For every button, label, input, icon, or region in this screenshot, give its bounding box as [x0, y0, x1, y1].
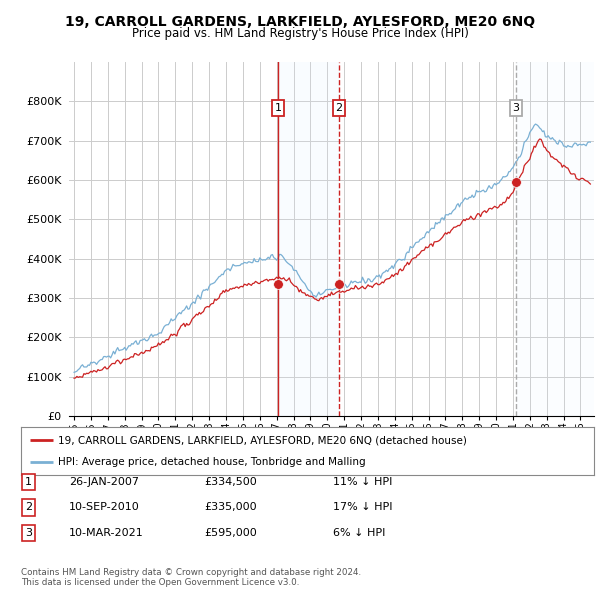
Text: 11% ↓ HPI: 11% ↓ HPI [333, 477, 392, 487]
Bar [516, 62, 594, 416]
Text: 26-JAN-2007: 26-JAN-2007 [69, 477, 139, 487]
Text: Price paid vs. HM Land Registry's House Price Index (HPI): Price paid vs. HM Land Registry's House … [131, 27, 469, 40]
Text: 3: 3 [512, 103, 520, 113]
Text: 2: 2 [25, 503, 32, 512]
Text: 1: 1 [274, 103, 281, 113]
Text: £595,000: £595,000 [204, 528, 257, 537]
Text: 19, CARROLL GARDENS, LARKFIELD, AYLESFORD, ME20 6NQ: 19, CARROLL GARDENS, LARKFIELD, AYLESFOR… [65, 15, 535, 29]
Text: £335,000: £335,000 [204, 503, 257, 512]
Text: HPI: Average price, detached house, Tonbridge and Malling: HPI: Average price, detached house, Tonb… [58, 457, 366, 467]
Text: 10-SEP-2010: 10-SEP-2010 [69, 503, 140, 512]
Text: £334,500: £334,500 [204, 477, 257, 487]
Text: 6% ↓ HPI: 6% ↓ HPI [333, 528, 385, 537]
Text: Contains HM Land Registry data © Crown copyright and database right 2024.
This d: Contains HM Land Registry data © Crown c… [21, 568, 361, 587]
Text: 17% ↓ HPI: 17% ↓ HPI [333, 503, 392, 512]
Text: 2: 2 [335, 103, 343, 113]
Text: 10-MAR-2021: 10-MAR-2021 [69, 528, 144, 537]
Bar [278, 62, 339, 416]
Text: 19, CARROLL GARDENS, LARKFIELD, AYLESFORD, ME20 6NQ (detached house): 19, CARROLL GARDENS, LARKFIELD, AYLESFOR… [58, 435, 467, 445]
Text: 1: 1 [25, 477, 32, 487]
Text: 3: 3 [25, 528, 32, 537]
